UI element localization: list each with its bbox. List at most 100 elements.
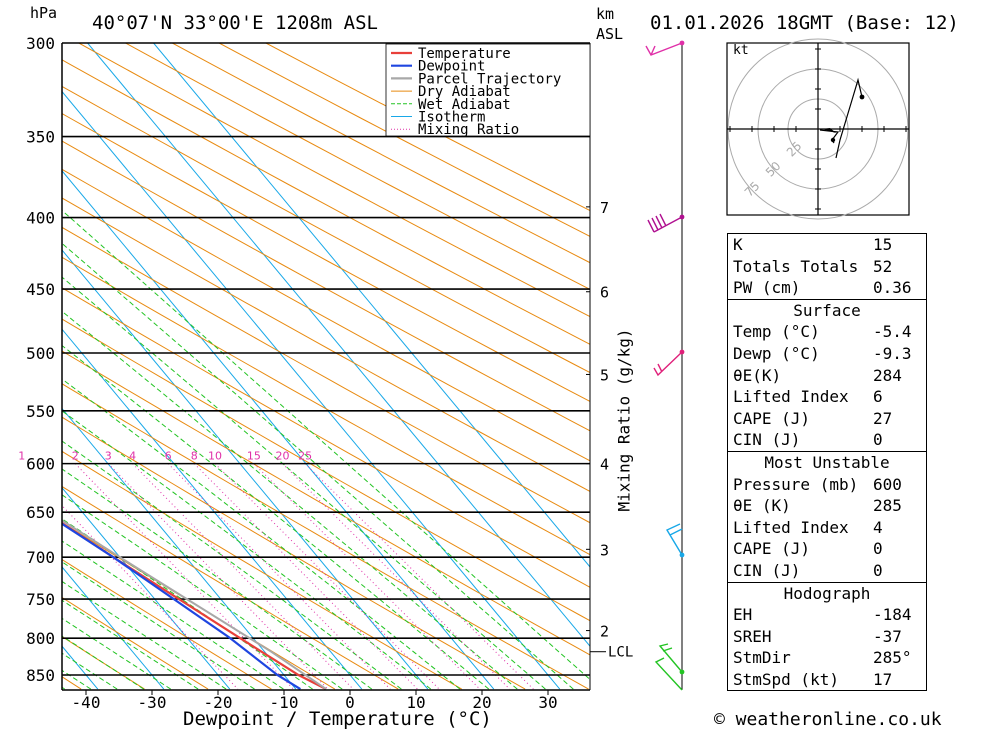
dry-adiabat-line [62,558,272,690]
x-tick-label: -10 [270,693,299,712]
dry-adiabat-line [62,287,590,588]
surface-thetae-label: θE(K) [733,365,782,385]
mu-cape-label: CAPE (J) [733,539,811,559]
pressure-tick-label: 450 [26,280,55,299]
mixing-ratio-line [167,463,391,690]
mixing-ratio-line [62,504,239,690]
dry-adiabat-line [62,450,462,690]
legend-item-label: Parcel Trajectory [418,71,561,87]
x-tick-label: 30 [538,693,557,712]
asl-axis-label: ASL [596,25,624,43]
hodograph-point [859,94,865,100]
pressure-tick-label: 750 [26,590,55,609]
mixing-ratio-labels: 1 2 3 4 6 8 10 15 20 25 [18,450,312,463]
wet-adiabat-lines [62,209,590,690]
mixing-ratio-label: 2 [72,450,79,463]
hodograph-trace [835,77,863,159]
hodograph-point [830,137,836,143]
mixing-ratio-label: 6 [165,450,172,463]
surface-dewp-value: -9.3 [873,343,912,363]
x-tick-label: 20 [472,693,491,712]
temperature-profile-line [62,521,327,690]
hodograph-section-title: Hodograph [783,583,871,603]
wet-adiabat-line [62,652,118,690]
wind-barb-dot [679,40,685,46]
mu-pressure-label: Pressure (mb) [733,474,859,494]
wet-adiabat-line [62,276,546,690]
mixing-ratio-label: 25 [298,450,312,463]
dry-adiabat-line [62,635,145,690]
pressure-tick-label: 550 [26,402,55,421]
isotherm-line [62,328,363,690]
parcel-trajectory-profile-line [62,519,327,690]
dry-adiabat-line [62,350,590,656]
isotherm-line [62,249,429,690]
mixing-ratio-line [253,463,481,690]
dewpoint-profile-line [62,522,301,690]
pressure-tick-label: 650 [26,503,55,522]
storm-motion-arrow [822,128,836,133]
dry-adiabat-line [62,112,590,402]
surface-dewp-label: Dewp (°C) [733,343,820,363]
isotherm-line [62,170,495,690]
stmspd-label: StmSpd (kt) [733,669,839,689]
legend-item-label: Dry Adiabat [418,84,511,100]
surface-temp-value: -5.4 [873,322,912,342]
legend-box [385,43,591,137]
mixing-ratio-line [304,463,534,690]
isotherm-lines [62,43,590,690]
surface-li-value: 6 [873,387,883,407]
wet-adiabat-line [62,540,284,690]
wind-barb [654,643,683,691]
copyright-footer[interactable]: © weatheronline.co.uk [714,709,942,730]
x-tick-label: -40 [72,693,101,712]
x-axis-title: Dewpoint / Temperature (°C) [183,708,492,730]
dry-adiabat-line [62,140,590,432]
dry-adiabat-line [62,197,590,492]
wind-barb-dot [679,349,685,355]
mixing-ratio-line [132,463,354,690]
mixing-ratio-line [74,463,294,690]
mixing-ratio-lines [62,463,534,690]
mixing-ratio-label: 1 [18,450,25,463]
wind-barb [653,351,683,377]
k-index-value: 15 [873,235,893,254]
wind-barbs [645,40,685,691]
dry-adiabat-line [218,43,590,237]
km-tick-label: 5 [600,366,609,384]
eh-label: EH [733,605,753,625]
surface-cin-value: 0 [873,430,883,450]
dry-adiabat-line [0,43,18,689]
legend-item-label: Dewpoint [418,59,485,75]
stmspd-value: 17 [873,669,893,689]
eh-value: -184 [873,605,912,625]
isotherm-line [62,90,561,690]
km-axis-label: km [596,5,615,23]
dry-adiabat-line [78,43,590,318]
wet-adiabat-line [62,242,574,690]
isotherm-line [153,43,590,568]
x-tick-label: -20 [204,693,233,712]
km-tick-label: 7 [600,199,609,217]
mu-cin-value: 0 [873,560,883,580]
x-tick-label: -30 [138,693,167,712]
mixing-ratio-line [107,463,329,690]
km-tick-label: 6 [600,284,609,302]
isotherm-line [62,486,231,690]
surface-li-label: Lifted Index [733,387,849,407]
mixing-ratio-axis-title: Mixing Ratio (g/kg) [614,328,634,512]
surface-cape-value: 27 [873,408,893,428]
km-tick-label: 2 [600,623,609,641]
wet-adiabat-line [62,410,432,690]
wind-barb [665,523,683,556]
mixing-ratio-label: 8 [191,450,198,463]
km-tick-label: 3 [600,541,609,559]
mixing-ratio-line [193,463,418,690]
dry-adiabat-line [62,485,399,690]
mixing-ratio-line [214,463,440,690]
wet-adiabat-line [62,468,373,690]
totals-totals-label: Totals Totals [733,256,859,276]
pressure-tick-label: 500 [26,344,55,363]
